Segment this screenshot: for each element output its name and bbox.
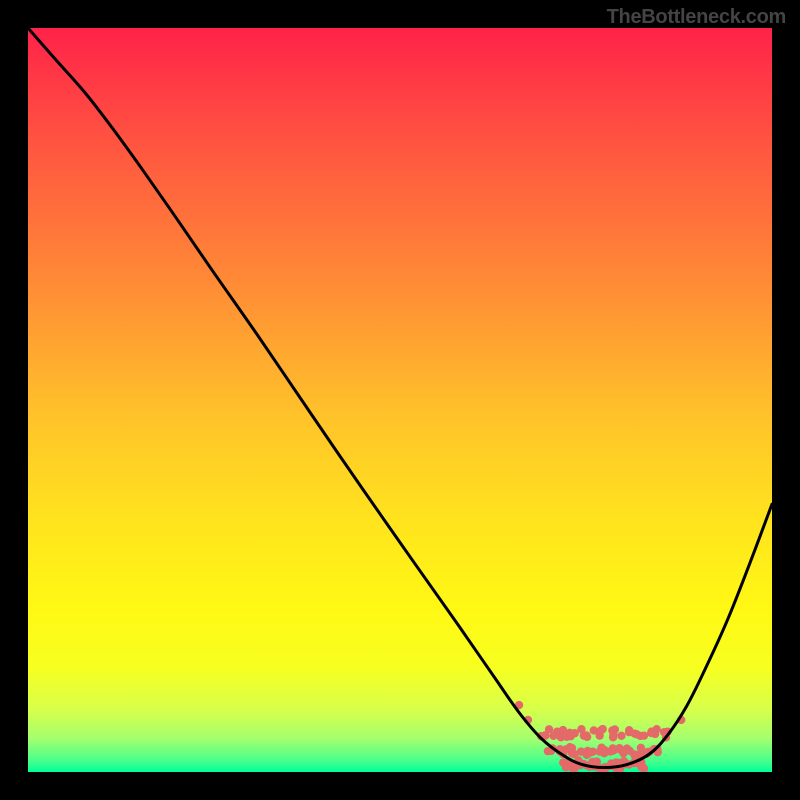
- chart-container: TheBottleneck.com: [0, 0, 800, 800]
- plot-area: [28, 28, 772, 772]
- watermark-label: TheBottleneck.com: [607, 6, 786, 29]
- gradient-curve-plot: [28, 28, 772, 772]
